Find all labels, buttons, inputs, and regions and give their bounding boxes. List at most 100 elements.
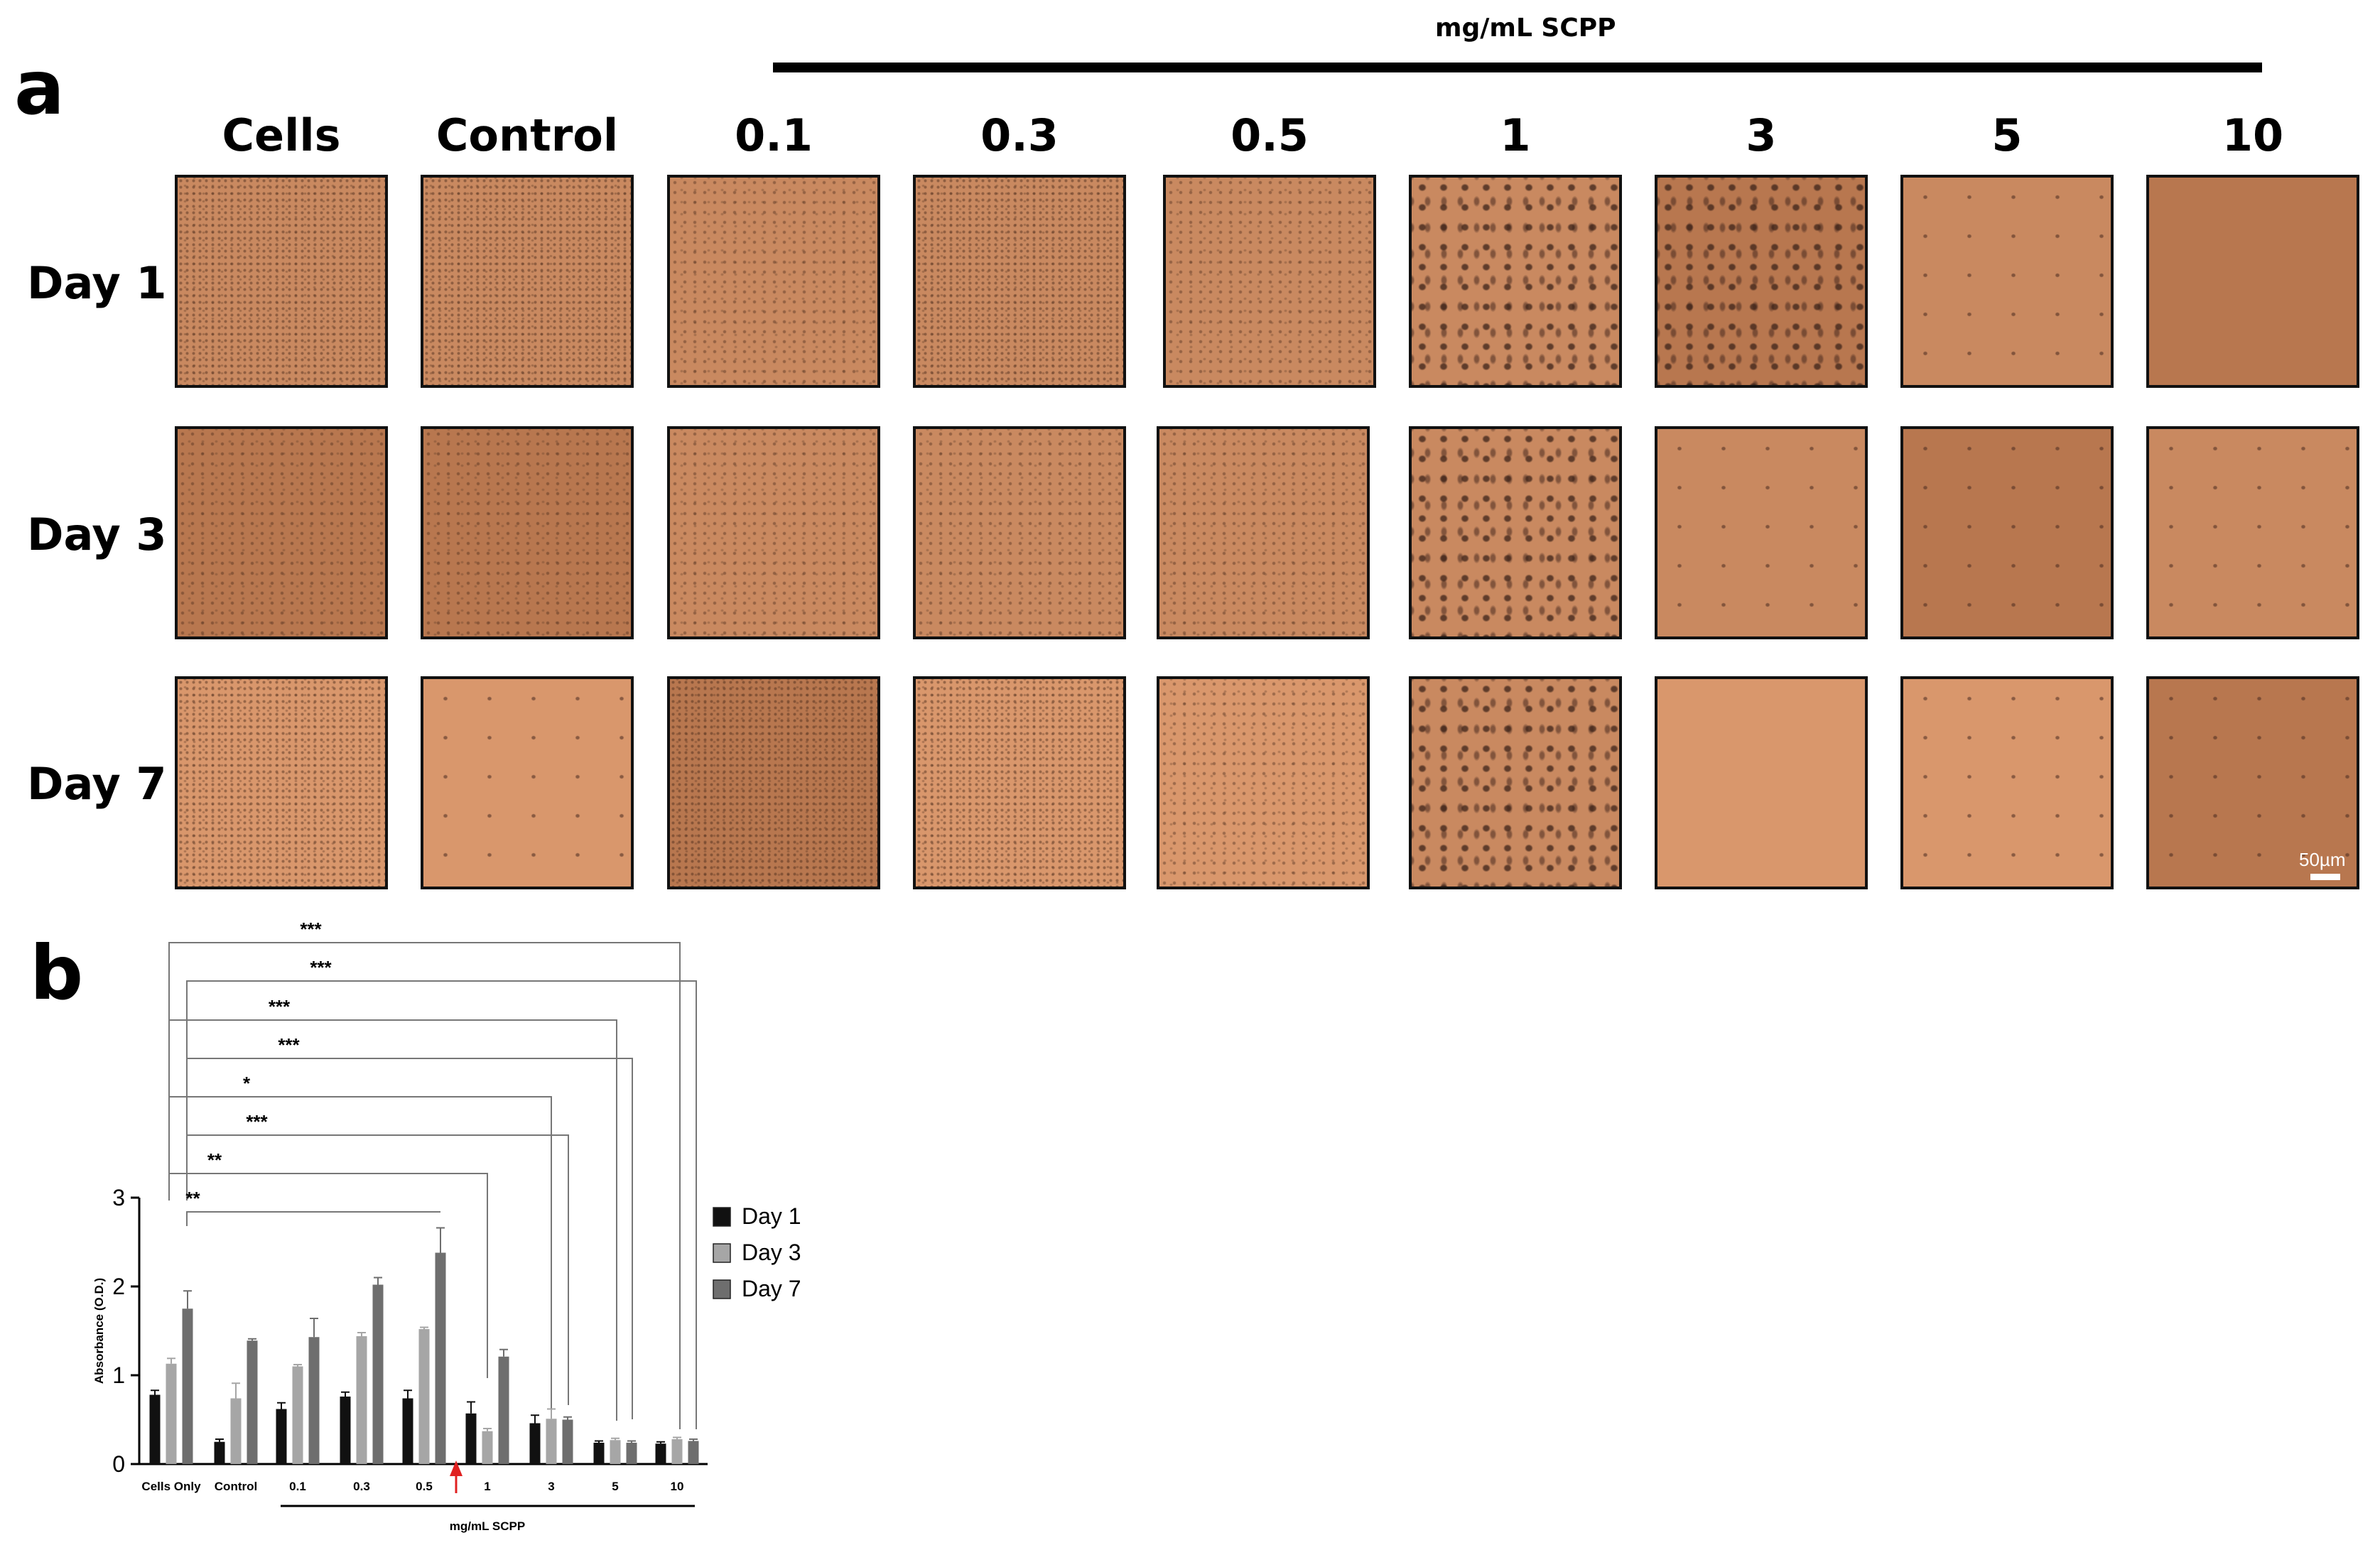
bar	[562, 1419, 573, 1464]
scale-bar	[2310, 874, 2340, 880]
col-label-0-1: 0.1	[735, 109, 813, 161]
legend-swatch	[713, 1207, 731, 1227]
col-label-1: 1	[1500, 109, 1531, 161]
col-label-control: Control	[436, 109, 619, 161]
significance-bracket	[168, 1019, 617, 1421]
bar	[688, 1441, 699, 1464]
micrograph-day7-3	[1655, 676, 1868, 889]
bar	[465, 1413, 477, 1464]
bar	[529, 1423, 541, 1464]
micrograph-day3-10	[2146, 426, 2359, 639]
panel-a-letter: a	[14, 45, 65, 131]
concentration-label-top: mg/mL SCPP	[1435, 13, 1616, 43]
legend-label: Day 7	[742, 1276, 801, 1301]
micrograph-day1-1	[1409, 175, 1622, 388]
significance-label: ***	[269, 996, 291, 1017]
chart-legend: Day 1 Day 3 Day 7	[713, 1203, 801, 1301]
bar	[626, 1443, 637, 1464]
micrograph-day7-0-1	[667, 676, 880, 889]
significance-label: ***	[310, 957, 332, 978]
y-tick-label: 2	[112, 1274, 125, 1299]
bar	[340, 1397, 351, 1464]
micrograph-day3-cells	[175, 426, 388, 639]
col-label-5: 5	[1991, 109, 2023, 161]
bar	[610, 1440, 621, 1464]
significance-bracket	[186, 1211, 440, 1226]
micrograph-day1-control	[421, 175, 634, 388]
micrograph-day3-0-3	[913, 426, 1126, 639]
bar	[166, 1363, 177, 1464]
significance-bracket	[168, 1173, 488, 1378]
x-tick-label: 0.3	[353, 1480, 370, 1493]
bar	[214, 1441, 225, 1464]
col-label-0-3: 0.3	[980, 109, 1059, 161]
y-tick-label: 1	[112, 1362, 125, 1388]
x-tick-label: 10	[671, 1480, 684, 1493]
significance-label: *	[243, 1073, 251, 1094]
x-tick-label: Cells Only	[141, 1480, 201, 1493]
x-tick-label: 1	[484, 1480, 490, 1493]
micrograph-day1-0-3	[913, 175, 1126, 388]
significance-brackets: ********************	[168, 918, 697, 1429]
x-tick-label: 5	[612, 1480, 618, 1493]
micrograph-day7-cells	[175, 676, 388, 889]
micrograph-day1-cells	[175, 175, 388, 388]
bar	[435, 1252, 446, 1464]
x-tick-label: 0.5	[416, 1480, 433, 1493]
micrograph-day1-5	[1900, 175, 2114, 388]
significance-bracket	[186, 1134, 569, 1405]
bar	[308, 1337, 320, 1464]
micrograph-day1-3	[1655, 175, 1868, 388]
significance-label: **	[185, 1188, 200, 1209]
micrograph-day3-0-1	[667, 426, 880, 639]
significance-bracket	[186, 1058, 633, 1419]
significance-label: **	[207, 1149, 222, 1171]
micrograph-day3-1	[1409, 426, 1622, 639]
x-axis-label: mg/mL SCPP	[450, 1519, 525, 1533]
micrograph-day7-0-5	[1157, 676, 1370, 889]
y-axis-label: Absorbance (O.D.)	[92, 1278, 106, 1384]
panel-b-letter: b	[30, 930, 84, 1017]
legend-label: Day 1	[742, 1203, 801, 1229]
row-label-day3: Day 3	[27, 509, 167, 560]
bar	[276, 1409, 287, 1464]
concentration-bar	[773, 63, 2262, 72]
significance-bracket	[168, 1096, 552, 1410]
bar	[418, 1329, 430, 1464]
row-label-day7: Day 7	[27, 758, 167, 810]
bar	[671, 1439, 683, 1464]
x-tick-label: Control	[215, 1480, 257, 1493]
bar	[292, 1366, 303, 1464]
bar	[149, 1394, 161, 1464]
micrograph-day3-0-5	[1157, 426, 1370, 639]
col-label-cells: Cells	[222, 109, 341, 161]
y-tick-label: 3	[112, 1185, 125, 1210]
x-tick-label: 3	[548, 1480, 554, 1493]
legend-swatch	[713, 1243, 731, 1263]
bar	[546, 1419, 557, 1464]
arrow-head-icon	[450, 1460, 463, 1476]
scale-bar-label: 50µm	[2299, 849, 2346, 870]
y-tick-label: 0	[112, 1451, 125, 1477]
bar	[247, 1340, 258, 1464]
bar	[655, 1443, 666, 1464]
bar	[482, 1431, 493, 1464]
chart-bars	[149, 1227, 699, 1464]
micrograph-day7-control	[421, 676, 634, 889]
micrograph-day7-10	[2146, 676, 2359, 889]
micrograph-day7-0-3	[913, 676, 1126, 889]
row-label-day1: Day 1	[27, 257, 167, 309]
bar	[230, 1398, 242, 1464]
legend-label: Day 3	[742, 1240, 801, 1265]
bar	[372, 1284, 384, 1464]
significance-label: ***	[246, 1111, 268, 1132]
micrograph-day1-0-1	[667, 175, 880, 388]
micrograph-day1-10	[2146, 175, 2359, 388]
col-label-10: 10	[2222, 109, 2284, 161]
micrograph-day1-0-5	[1163, 175, 1376, 388]
significance-label: ***	[278, 1034, 300, 1056]
bar	[356, 1336, 367, 1464]
micrograph-day3-control	[421, 426, 634, 639]
legend-swatch	[713, 1279, 731, 1299]
